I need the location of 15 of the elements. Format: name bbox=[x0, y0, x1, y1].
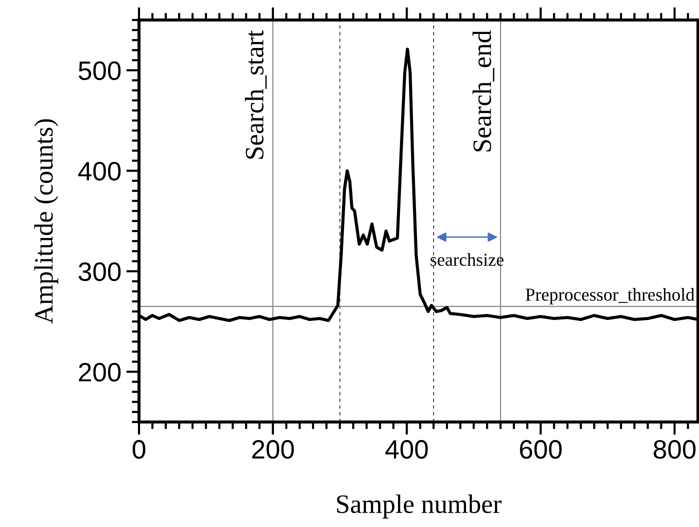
x-tick-label: 200 bbox=[252, 440, 294, 459]
ref-line-label: Preprocessor_threshold bbox=[526, 288, 694, 304]
y-axis-title: Amplitude (counts) bbox=[34, 119, 58, 324]
y-tick-label: 500 bbox=[78, 61, 121, 80]
x-tick-label: 800 bbox=[654, 440, 696, 459]
ref-line-label: Search_start bbox=[244, 30, 267, 159]
y-tick-label: 300 bbox=[78, 262, 121, 282]
x-tick-label: 600 bbox=[520, 440, 562, 459]
ref-line-label: Search_end bbox=[472, 30, 494, 152]
y-tick-label: 400 bbox=[78, 162, 121, 181]
x-tick-label: 400 bbox=[385, 440, 428, 459]
x-tick-label: 0 bbox=[132, 440, 146, 459]
annotation: searchsize bbox=[430, 253, 504, 266]
x-axis-title: Sample number bbox=[337, 494, 502, 518]
y-tick-label: 200 bbox=[78, 362, 121, 382]
